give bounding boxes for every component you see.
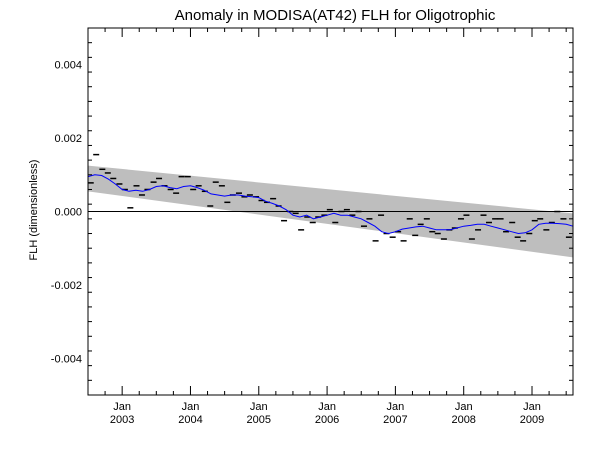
plot-area: -0.004-0.0020.0000.0020.004Jan2003Jan200… bbox=[51, 27, 574, 426]
plot-frame bbox=[87, 27, 574, 396]
x-tick-month-6: Jan bbox=[523, 401, 541, 413]
chart-title: Anomaly in MODISA(AT42) FLH for Oligotro… bbox=[175, 7, 496, 24]
y-tick-label-0: -0.004 bbox=[51, 353, 82, 365]
x-tick-year-0: 2003 bbox=[110, 414, 134, 426]
smoothed-series-line bbox=[87, 174, 574, 235]
x-tick-month-0: Jan bbox=[113, 401, 131, 413]
x-tick-year-1: 2004 bbox=[178, 414, 202, 426]
y-tick-label-3: 0.002 bbox=[54, 133, 82, 145]
x-tick-year-6: 2009 bbox=[520, 414, 544, 426]
x-tick-month-2: Jan bbox=[250, 401, 268, 413]
x-tick-month-4: Jan bbox=[387, 401, 405, 413]
x-tick-month-1: Jan bbox=[182, 401, 200, 413]
x-tick-year-5: 2008 bbox=[451, 414, 475, 426]
y-axis-label: FLH (dimensionless) bbox=[28, 160, 40, 261]
x-tick-year-2: 2005 bbox=[247, 414, 271, 426]
x-tick-year-4: 2007 bbox=[383, 414, 407, 426]
x-tick-month-5: Jan bbox=[455, 401, 473, 413]
y-tick-label-1: -0.002 bbox=[51, 280, 82, 292]
x-tick-month-3: Jan bbox=[318, 401, 336, 413]
x-tick-year-3: 2006 bbox=[315, 414, 339, 426]
y-tick-label-2: 0.000 bbox=[54, 207, 82, 219]
y-tick-label-4: 0.004 bbox=[54, 60, 82, 72]
